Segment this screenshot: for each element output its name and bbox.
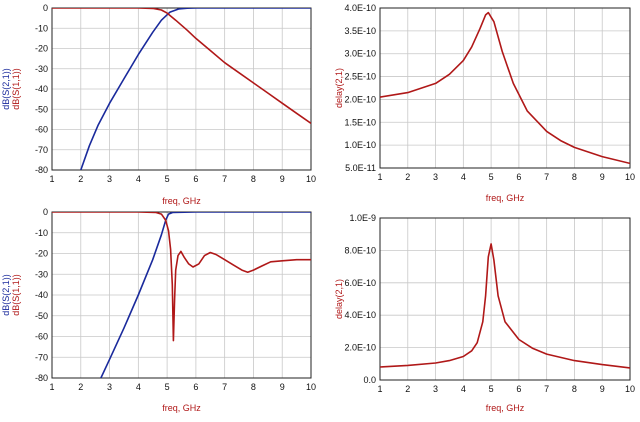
x-tick-label: 10: [625, 172, 635, 182]
x-tick-label: 4: [461, 384, 466, 394]
x-tick-label: 2: [405, 172, 410, 182]
plot-frame: [379, 7, 631, 169]
y-tick-label: 0: [43, 207, 48, 217]
x-tick-label: 3: [433, 384, 438, 394]
y-tick-label: 8.0E-10: [344, 245, 376, 255]
y-axis-label: dB(S(1,1)): [11, 274, 21, 316]
x-tick-label: 2: [405, 384, 410, 394]
y-tick-label: 0.0: [363, 375, 376, 385]
y-tick-label: -30: [35, 64, 48, 74]
y-tick-label: -60: [35, 332, 48, 342]
x-tick-label: 9: [600, 172, 605, 182]
x-tick-label: 4: [136, 174, 141, 184]
x-tick-label: 6: [516, 172, 521, 182]
x-tick-label: 9: [280, 382, 285, 392]
x-tick-label: 5: [165, 382, 170, 392]
x-axis-label: freq, GHz: [162, 403, 201, 413]
chart-bottom-right: 1 2 3 4 5 6 7 8 9 10 0.0 2.0E-10 4.0E-10 6.0E-10 8.0E-…: [334, 213, 635, 413]
x-tick-label: 3: [433, 172, 438, 182]
series-line-s21: [80, 8, 311, 170]
x-tick-label: 1: [377, 172, 382, 182]
series-line-delay: [380, 243, 630, 369]
y-tick-label: 5.0E-11: [345, 163, 376, 173]
series-line-delay: [380, 11, 630, 165]
x-tick-label: 2: [78, 174, 83, 184]
y-tick-label: -20: [35, 44, 48, 54]
y-tick-label: -80: [35, 373, 48, 383]
y-tick-label: 1.0E-9: [349, 213, 376, 223]
y-tick-label: 0: [43, 3, 48, 13]
y-tick-label: 3.0E-10: [344, 49, 376, 59]
x-axis-label: freq, GHz: [486, 193, 525, 203]
plot-frame: [379, 217, 631, 381]
x-tick-label: 6: [193, 382, 198, 392]
y-tick-label: 4.0E-10: [344, 3, 376, 13]
y-tick-label: 1.5E-10: [344, 117, 376, 127]
y-tick-label: 6.0E-10: [344, 278, 376, 288]
x-tick-label: 10: [625, 384, 635, 394]
y-tick-label: 2.0E-10: [344, 94, 376, 104]
x-tick-label: 7: [544, 384, 549, 394]
x-tick-label: 6: [516, 384, 521, 394]
x-tick-label: 8: [572, 172, 577, 182]
y-tick-label: -10: [35, 23, 48, 33]
x-tick-label: 8: [572, 384, 577, 394]
x-axis-label: freq, GHz: [162, 196, 201, 206]
y-tick-label: -80: [35, 165, 48, 175]
x-tick-label: 9: [600, 384, 605, 394]
y-tick-label: -30: [35, 269, 48, 279]
x-tick-label: 2: [78, 382, 83, 392]
x-axis-label: freq, GHz: [486, 403, 525, 413]
y-axis-label: dB(S(2,1)): [1, 274, 11, 316]
x-tick-label: 10: [306, 382, 316, 392]
x-tick-label: 5: [165, 174, 170, 184]
series-line-s11: [52, 8, 311, 125]
y-tick-label: -60: [35, 125, 48, 135]
x-tick-label: 1: [49, 382, 54, 392]
x-tick-label: 4: [461, 172, 466, 182]
y-tick-label: -20: [35, 249, 48, 259]
series-line-s11: [52, 212, 311, 342]
x-tick-label: 5: [489, 172, 494, 182]
y-tick-label: -40: [35, 290, 48, 300]
y-axis-label: delay(2,1): [334, 68, 344, 108]
y-axis-label: dB(S(1,1)): [11, 68, 21, 110]
x-tick-label: 8: [251, 174, 256, 184]
y-tick-label: 2.0E-10: [344, 343, 376, 353]
series-line-s21: [100, 212, 311, 378]
x-tick-label: 1: [377, 384, 382, 394]
x-tick-label: 5: [489, 384, 494, 394]
x-tick-label: 3: [107, 174, 112, 184]
x-tick-label: 10: [306, 174, 316, 184]
y-tick-label: 1.0E-10: [344, 140, 376, 150]
y-tick-label: -40: [35, 84, 48, 94]
x-tick-label: 4: [136, 382, 141, 392]
x-tick-label: 7: [222, 174, 227, 184]
y-tick-label: 4.0E-10: [344, 310, 376, 320]
chart-bottom-left: 1 2 3 4 5 6 7 8 9 10 0 -10 -20 -30 -40 -50 -60 -70 -80 freq…: [1, 207, 316, 413]
x-tick-label: 9: [280, 174, 285, 184]
chart-top-left: 1 2 3 4 5 6 7 8 9 10 0 -10 -20 -30 -40 -50 -60 -70 -80 freq…: [1, 3, 316, 206]
y-tick-label: 3.5E-10: [344, 26, 376, 36]
y-axis-label: delay(2,1): [334, 279, 344, 319]
y-tick-label: -70: [35, 352, 48, 362]
y-tick-label: -10: [35, 228, 48, 238]
chart-top-right: 1 2 3 4 5 6 7 8 9 10 5.0E-11 1.0E-10 1.5E-10 2.0E-10 2…: [334, 3, 635, 203]
y-tick-label: 2.5E-10: [344, 72, 376, 82]
x-tick-label: 3: [107, 382, 112, 392]
x-tick-label: 6: [193, 174, 198, 184]
x-tick-label: 7: [222, 382, 227, 392]
x-tick-label: 7: [544, 172, 549, 182]
y-tick-label: -50: [35, 104, 48, 114]
y-tick-label: -70: [35, 145, 48, 155]
x-tick-label: 8: [251, 382, 256, 392]
x-tick-label: 1: [49, 174, 54, 184]
y-tick-label: -50: [35, 311, 48, 321]
y-axis-label: dB(S(2,1)): [1, 68, 11, 110]
